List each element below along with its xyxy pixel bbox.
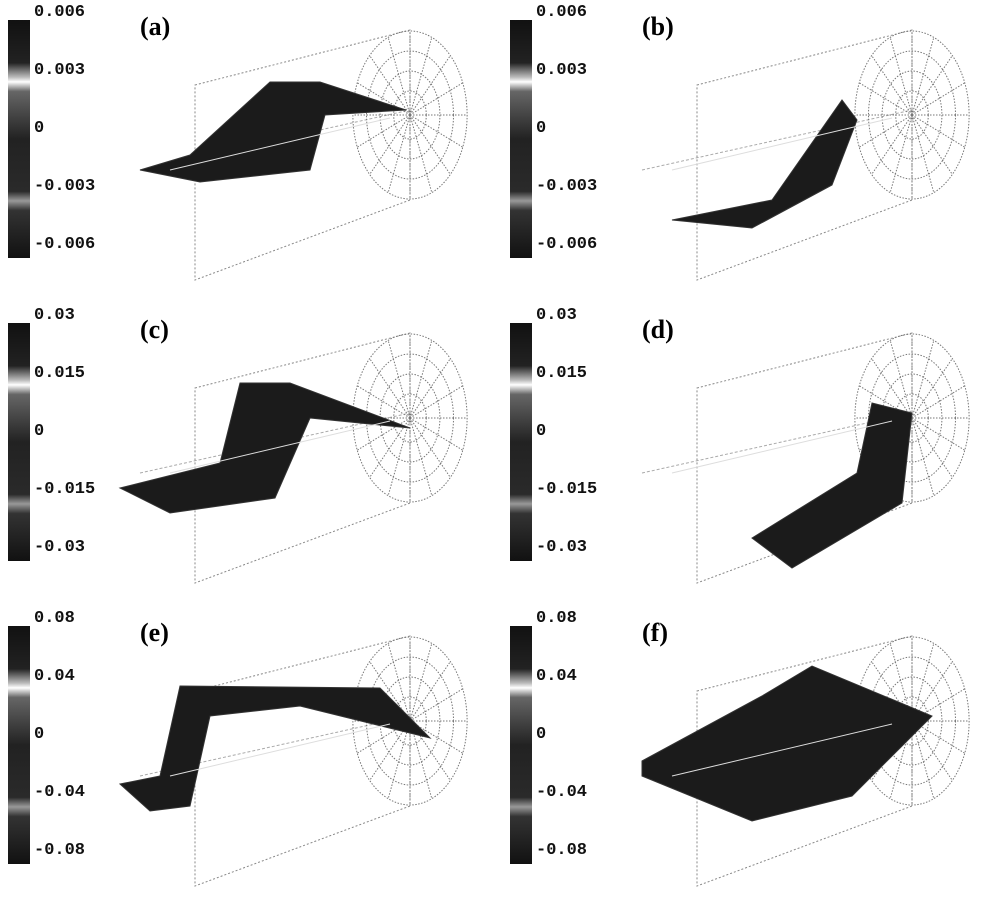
colorbar-tick-label: 0.006 bbox=[536, 3, 588, 22]
colorbar-tick-label: -0.003 bbox=[536, 177, 598, 196]
colorbar-tick-label: -0.015 bbox=[34, 480, 96, 499]
wireframe-disk bbox=[854, 30, 970, 200]
colorbar-tick-label: 0.04 bbox=[34, 667, 75, 686]
colorbar-tick-label: -0.08 bbox=[34, 841, 86, 860]
surface-plot bbox=[139, 29, 468, 281]
panel-label: (a) bbox=[140, 12, 171, 41]
colorbar-tick-label: 0 bbox=[34, 422, 45, 441]
colorbar-tick-label: 0.03 bbox=[34, 306, 75, 325]
colorbar bbox=[510, 20, 532, 258]
colorbar-tick-label: 0.03 bbox=[536, 306, 577, 325]
colorbar-tick-label: 0.08 bbox=[536, 609, 577, 628]
panel-c: 0.03 0.015 0 -0.015 -0.03 (c) bbox=[0, 303, 502, 606]
colorbar-tick-label: -0.04 bbox=[536, 783, 588, 802]
surface bbox=[641, 665, 933, 822]
surface-highlight bbox=[671, 723, 893, 777]
colorbar-tick-label: -0.04 bbox=[34, 783, 86, 802]
colorbar-tick-label: 0.015 bbox=[536, 364, 588, 383]
colorbar-tick-label: 0 bbox=[34, 119, 45, 138]
panel-f: 0.08 0.04 0 -0.04 -0.08 (f) bbox=[502, 606, 1004, 909]
wireframe-disk bbox=[352, 333, 468, 503]
surface bbox=[751, 402, 913, 569]
surface-plot bbox=[118, 635, 468, 887]
surface-highlight bbox=[169, 117, 391, 171]
colorbar-tick-label: -0.015 bbox=[536, 480, 598, 499]
surface-plot bbox=[118, 332, 468, 584]
colorbar-tick-label: -0.03 bbox=[34, 538, 86, 557]
colorbar-tick-label: 0 bbox=[536, 119, 547, 138]
colorbar-tick-label: 0.08 bbox=[34, 609, 75, 628]
colorbar bbox=[8, 323, 30, 561]
panel-d: 0.03 0.015 0 -0.015 -0.03 (d) bbox=[502, 303, 1004, 606]
surface bbox=[118, 382, 411, 514]
surface-plot bbox=[641, 29, 970, 281]
surface bbox=[671, 99, 858, 229]
colorbar-tick-label: 0.006 bbox=[34, 3, 86, 22]
axis-line bbox=[641, 412, 913, 474]
colorbar-tick-label: -0.006 bbox=[536, 235, 598, 254]
colorbar-tick-label: 0.003 bbox=[536, 61, 588, 80]
colorbar-tick-label: -0.006 bbox=[34, 235, 96, 254]
colorbar bbox=[510, 626, 532, 864]
surface-highlight bbox=[671, 420, 893, 474]
colorbar bbox=[510, 323, 532, 561]
panel-label: (b) bbox=[642, 12, 674, 41]
surface-highlight bbox=[671, 117, 893, 171]
colorbar-tick-label: 0 bbox=[34, 725, 45, 744]
axis-line bbox=[641, 109, 913, 171]
colorbar-tick-label: -0.03 bbox=[536, 538, 588, 557]
surface-plot bbox=[641, 635, 970, 887]
colorbar bbox=[8, 626, 30, 864]
surface-highlight bbox=[169, 723, 391, 777]
colorbar-tick-label: 0.003 bbox=[34, 61, 86, 80]
surface bbox=[139, 81, 407, 183]
colorbar-tick-label: 0 bbox=[536, 422, 547, 441]
surface-plot bbox=[641, 332, 970, 584]
panel-label: (d) bbox=[642, 315, 674, 344]
colorbar bbox=[8, 20, 30, 258]
surface-highlight bbox=[169, 420, 391, 474]
colorbar-tick-label: 0.015 bbox=[34, 364, 86, 383]
panel-label: (e) bbox=[140, 618, 169, 647]
colorbar-tick-label: 0.04 bbox=[536, 667, 577, 686]
colorbar-tick-label: -0.08 bbox=[536, 841, 588, 860]
panel-label: (c) bbox=[140, 315, 169, 344]
colorbar-tick-label: -0.003 bbox=[34, 177, 96, 196]
panel-b: 0.006 0.003 0 -0.003 -0.006 (b) bbox=[502, 0, 1004, 303]
colorbar-tick-label: 0 bbox=[536, 725, 547, 744]
panel-a: 0.006 0.003 0 -0.003 -0.006 (a) bbox=[0, 0, 502, 303]
panel-label: (f) bbox=[642, 618, 668, 647]
surface bbox=[118, 685, 432, 812]
panel-e: 0.08 0.04 0 -0.04 -0.08 (e) bbox=[0, 606, 502, 909]
